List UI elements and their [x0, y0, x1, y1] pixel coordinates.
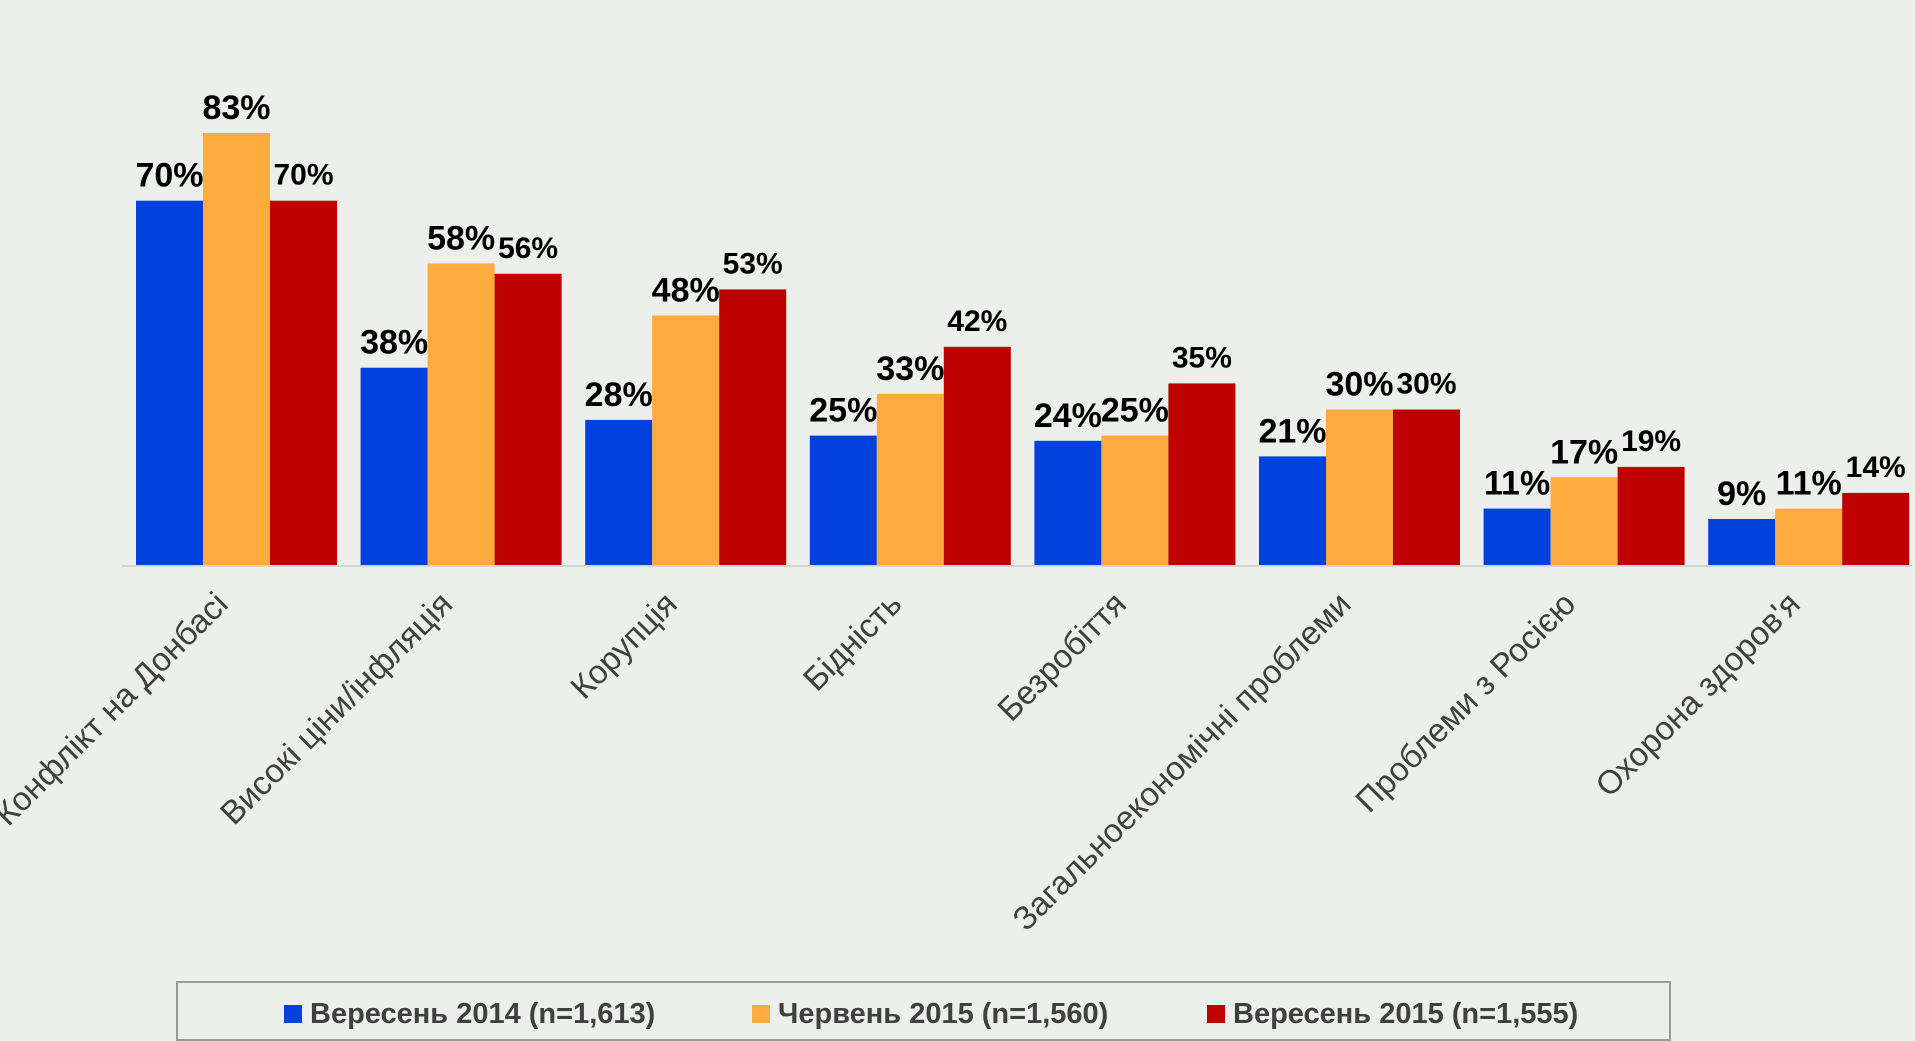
bar-s3-c7: [1617, 466, 1685, 566]
value-label-s3-c5: 35%: [1172, 341, 1232, 374]
bar-s1-c6: [1259, 456, 1326, 566]
value-label-s3-c2: 56%: [498, 232, 558, 265]
bars-layer: [136, 132, 1910, 566]
category-label-1: Конфлікт на Донбасі: [0, 585, 235, 833]
value-label-s2-c1: 83%: [202, 89, 270, 127]
value-label-s2-c3: 48%: [652, 272, 720, 310]
legend-swatch-series-1: [284, 1005, 302, 1023]
chart-legend: Вересень 2014 (n=1,613) Червень 2015 (n=…: [176, 981, 1671, 1041]
value-labels-layer: 70%83%70%38%58% 56%28%48%53%25%33%42%24%2…: [135, 89, 1905, 513]
value-label-s1-c7: 11%: [1484, 465, 1550, 503]
value-label-s3-c8: 14%: [1846, 451, 1906, 484]
bar-s3-c8: [1842, 492, 1910, 566]
category-label-3: Корупція: [563, 585, 684, 706]
value-label-s3-c3: 53%: [723, 247, 783, 280]
bar-s1-c7: [1483, 508, 1551, 566]
value-label-s1-c1: 70%: [135, 157, 203, 195]
value-label-s1-c8: 9%: [1717, 475, 1766, 513]
value-label-s2-c5: 25%: [1101, 392, 1169, 430]
category-label-8: Охорона здоров'я: [1588, 585, 1807, 804]
bar-s2-c5: [1101, 435, 1169, 566]
legend-swatch-series-3: [1207, 1005, 1225, 1023]
value-label-s1-c2: 38%: [360, 324, 428, 362]
value-label-s1-c5: 24%: [1034, 397, 1102, 435]
value-label-s2-c6: 30%: [1325, 366, 1393, 404]
bar-s1-c1: [136, 200, 203, 566]
value-label-s2-c8: 11%: [1776, 465, 1842, 503]
value-label-s1-c4: 25%: [809, 392, 877, 430]
value-label-s2-c7: 17%: [1550, 433, 1618, 471]
category-label-5: Безробіття: [990, 585, 1133, 728]
bar-s3-c3: [719, 289, 787, 566]
category-label-2: Високі ціни/інфляція: [213, 585, 460, 832]
bar-s3-c1: [270, 200, 337, 566]
value-label-s1-c3: 28%: [585, 376, 653, 414]
bar-s2-c6: [1326, 409, 1393, 566]
category-label-7: Проблеми з Росією: [1348, 585, 1582, 819]
bar-s2-c3: [652, 315, 720, 566]
legend-item-series-2: Червень 2015 (n=1,560): [752, 997, 1108, 1031]
bar-s1-c4: [809, 435, 877, 566]
value-label-s3-c4: 42%: [947, 305, 1007, 338]
legend-swatch-series-2: [752, 1005, 770, 1023]
category-label-4: Бідність: [796, 585, 909, 698]
value-label-s2-c2: 58%: [427, 219, 495, 257]
bar-s1-c8: [1708, 519, 1776, 566]
legend-item-series-1: Вересень 2014 (n=1,613): [284, 997, 655, 1031]
bar-s2-c8: [1775, 508, 1843, 566]
bar-s3-c5: [1168, 383, 1236, 566]
value-label-s3-c1: 70%: [273, 159, 333, 192]
value-label-s3-c6: 30%: [1396, 368, 1456, 401]
bar-s2-c7: [1550, 477, 1618, 566]
value-label-s1-c6: 21%: [1258, 412, 1326, 450]
bar-s2-c2: [427, 263, 495, 566]
bar-s1-c5: [1034, 440, 1102, 566]
legend-label-series-1: Вересень 2014 (n=1,613): [310, 997, 656, 1030]
value-label-s3-c7: 19%: [1621, 425, 1681, 458]
bar-s3-c6: [1393, 409, 1460, 566]
legend-item-series-3: Вересень 2015 (n=1,555): [1207, 997, 1578, 1031]
legend-label-series-2: Червень 2015 (n=1,560): [778, 997, 1109, 1030]
bar-s2-c1: [203, 132, 270, 566]
bar-s1-c3: [585, 419, 653, 566]
value-label-s2-c4: 33%: [876, 350, 944, 388]
bar-s2-c4: [876, 393, 944, 566]
bar-s3-c2: [494, 273, 562, 566]
bar-s3-c4: [943, 346, 1011, 566]
bar-s1-c2: [360, 367, 428, 566]
legend-label-series-3: Вересень 2015 (n=1,555): [1233, 997, 1579, 1030]
